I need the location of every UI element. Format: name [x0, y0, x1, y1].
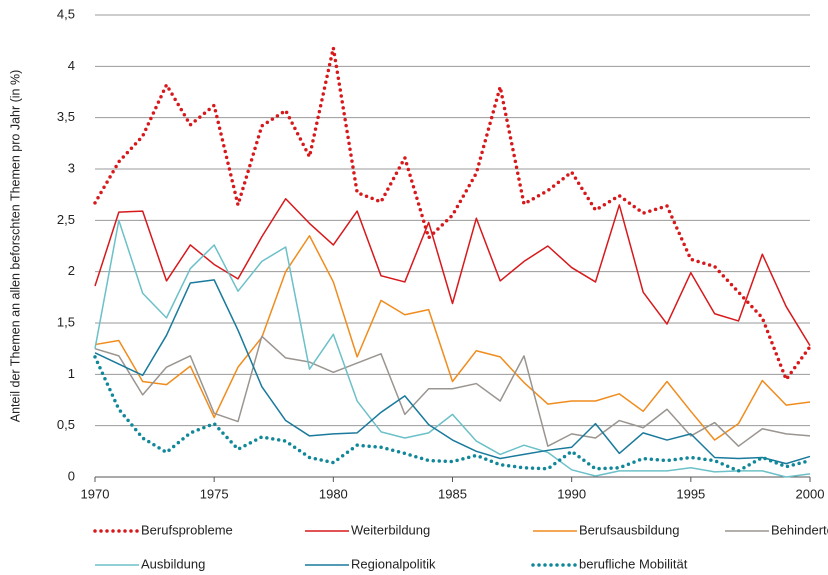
y-tick-label: 4 [68, 58, 75, 73]
legend-label: Berufsausbildung [579, 522, 679, 537]
x-tick-label: 1990 [557, 486, 586, 501]
y-axis-label: Anteil der Themen an allen beforschten T… [8, 70, 22, 423]
series-line [94, 335, 811, 447]
x-tick-label: 2000 [796, 486, 825, 501]
y-tick-label: 2 [68, 263, 75, 278]
series-line [94, 279, 811, 465]
y-tick-label: 0 [68, 468, 75, 483]
series-line [94, 198, 811, 346]
y-tick-label: 3 [68, 160, 75, 175]
x-tick-label: 1980 [319, 486, 348, 501]
legend-label: berufliche Mobilität [579, 556, 688, 571]
y-tick-label: 0,5 [57, 417, 75, 432]
legend-label: Weiterbildung [351, 522, 430, 537]
series-line [94, 219, 811, 478]
series-line [93, 46, 812, 382]
y-tick-label: 3,5 [57, 109, 75, 124]
legend-label: Berufsprobleme [141, 522, 233, 537]
x-tick-label: 1995 [676, 486, 705, 501]
legend-label: Behinderte [771, 522, 828, 537]
x-tick-label: 1985 [438, 486, 467, 501]
y-tick-label: 2,5 [57, 212, 75, 227]
y-tick-label: 1,5 [57, 314, 75, 329]
x-tick-label: 1975 [200, 486, 229, 501]
series-line [94, 234, 811, 441]
series-line [93, 355, 812, 473]
x-tick-label: 1970 [81, 486, 110, 501]
y-tick-label: 1 [68, 366, 75, 381]
legend-label: Regionalpolitik [351, 556, 436, 571]
y-tick-label: 4,5 [57, 6, 75, 21]
legend-label: Ausbildung [141, 556, 205, 571]
